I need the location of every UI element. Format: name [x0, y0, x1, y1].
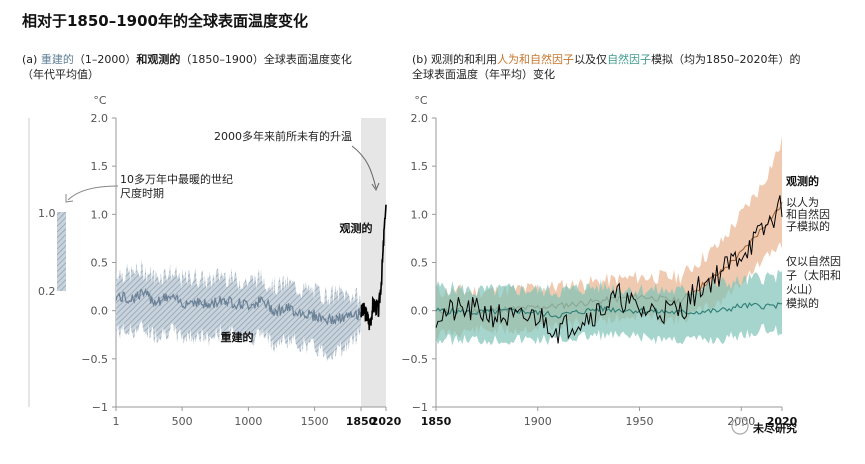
- annotation-warmest-1: 10多万年中最暖的世纪: [120, 172, 233, 186]
- panel-b-line2: 全球表面温度（年平均）变化: [412, 68, 555, 81]
- y-tick-label: −1: [92, 401, 108, 414]
- x-tick-label: 1900: [524, 415, 552, 428]
- annotation-unprecedented: 2000多年来前所未有的升温: [214, 129, 352, 143]
- panel-b-human-word: 人为和自然因子: [497, 53, 575, 66]
- x-tick-label: 1850: [346, 415, 377, 428]
- x-tick-label: 1500: [301, 415, 329, 428]
- panel-a-observed-word: 和观测的: [136, 53, 181, 66]
- annotation-warmest-2: 尺度时期: [120, 186, 164, 200]
- panel-b-subtitle: (b) 观测的和利用人为和自然因子以及仅自然因子模拟（均为1850–2020年）…: [412, 52, 852, 82]
- page-title: 相对于1850–1900年的全球表面温度变化: [22, 12, 308, 30]
- observed-line: [360, 204, 387, 331]
- panel-a-range: （1–2000）: [73, 53, 137, 66]
- label-natural-only: 仅以自然因: [786, 254, 841, 268]
- reconstructed-line: [115, 287, 362, 326]
- y-tick-label: 1.0: [91, 208, 109, 221]
- x-tick-label: 1950: [626, 415, 654, 428]
- y-tick-label: 2.0: [91, 112, 109, 125]
- y-tick-label: 0.0: [411, 305, 429, 318]
- y-tick-label: 0.0: [91, 305, 109, 318]
- y-tick-label: 1.5: [411, 160, 429, 173]
- annotation-arrow: [351, 145, 377, 189]
- panel-b-prefix: (b) 观测的和利用: [412, 53, 498, 66]
- panel-a-subtitle: (a) 重建的（1–2000）和观测的（1850–1900）全球表面温度变化 （…: [22, 52, 402, 82]
- observed-line: [435, 195, 783, 344]
- natural-only-line: [435, 302, 783, 319]
- side-range-rect: [57, 212, 66, 291]
- watermark-icon: [731, 417, 749, 435]
- watermark: 未尽研究: [731, 417, 797, 435]
- y-tick-label: 0.5: [91, 257, 109, 270]
- label-observed: 观测的: [786, 174, 819, 188]
- y-tick-label: −0.5: [81, 353, 108, 366]
- y-axis-unit: °C: [93, 94, 107, 107]
- panel-a-rest: （1850–1900）全球表面温度变化: [180, 53, 352, 66]
- label-natural-only: 模拟的: [786, 296, 819, 310]
- label-observed: 观测的: [340, 221, 373, 235]
- y-axis-unit: °C: [414, 94, 428, 107]
- label-human-natural: 以人为: [786, 196, 819, 209]
- reconstructed-band: [116, 260, 361, 362]
- y-tick-label: −0.5: [401, 353, 428, 366]
- annotation-warmest-arrow: [67, 185, 119, 201]
- y-tick-label: 2.0: [411, 112, 429, 125]
- label-natural-only: 子（太阳和: [786, 269, 841, 282]
- panel-b-rest: 模拟（均为1850–2020年）的: [651, 53, 801, 66]
- side-range-top: 1.0: [38, 207, 56, 220]
- panel-b-mid: 以及仅: [574, 53, 608, 66]
- side-range-bar: 1.0 0.2: [28, 118, 66, 407]
- panel-a-chart: 2.01.51.00.50.0−0.5−1°C1 500 1000 1500 18502…: [65, 94, 402, 428]
- label-human-natural: 子模拟的: [786, 219, 830, 233]
- x-tick-label: 2020: [767, 415, 798, 428]
- y-tick-label: 1.5: [91, 160, 109, 173]
- label-reconstructed: 重建的: [221, 330, 254, 344]
- side-range-bottom: 0.2: [38, 285, 56, 298]
- watermark-icon-dot: [741, 423, 745, 427]
- panel-a-prefix: (a): [22, 53, 41, 66]
- label-natural-only: 火山）: [786, 283, 819, 296]
- y-tick-label: 1.0: [411, 208, 429, 221]
- y-tick-label: −1: [412, 401, 428, 414]
- label-human-natural: 和自然因: [786, 207, 830, 221]
- x-tick-label: 2020: [371, 415, 402, 428]
- y-tick-label: 0.5: [411, 257, 429, 270]
- x-tick-label: 1000: [234, 415, 262, 428]
- panel-b-natural-word: 自然因子: [607, 53, 652, 66]
- annotation-warmest-arrowhead: [65, 194, 74, 203]
- x-tick-label: 1: [113, 415, 120, 428]
- panel-a-reconstructed-word: 重建的: [40, 53, 74, 66]
- x-tick-label: 1850: [421, 415, 452, 428]
- watermark-icon-dot: [734, 423, 738, 427]
- x-tick-label: 500: [172, 415, 193, 428]
- annotation-arrowhead: [371, 182, 380, 192]
- panel-a-line2: （年代平均值）: [22, 68, 99, 81]
- watermark-text: 未尽研究: [752, 421, 797, 435]
